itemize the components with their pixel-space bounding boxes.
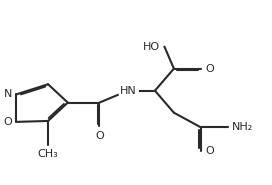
Text: NH₂: NH₂: [232, 122, 253, 132]
Text: N: N: [4, 89, 12, 99]
Text: O: O: [205, 64, 214, 74]
Text: O: O: [95, 131, 104, 141]
Text: HO: HO: [143, 42, 160, 52]
Text: HN: HN: [119, 86, 136, 96]
Text: O: O: [205, 146, 214, 156]
Text: CH₃: CH₃: [38, 149, 58, 159]
Text: O: O: [4, 117, 12, 127]
